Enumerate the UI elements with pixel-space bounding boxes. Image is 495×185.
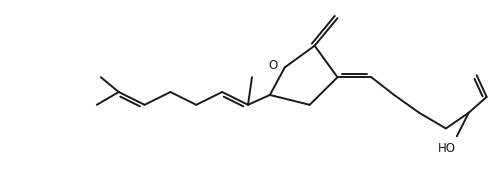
Text: HO: HO — [438, 142, 456, 155]
Text: O: O — [268, 59, 278, 72]
